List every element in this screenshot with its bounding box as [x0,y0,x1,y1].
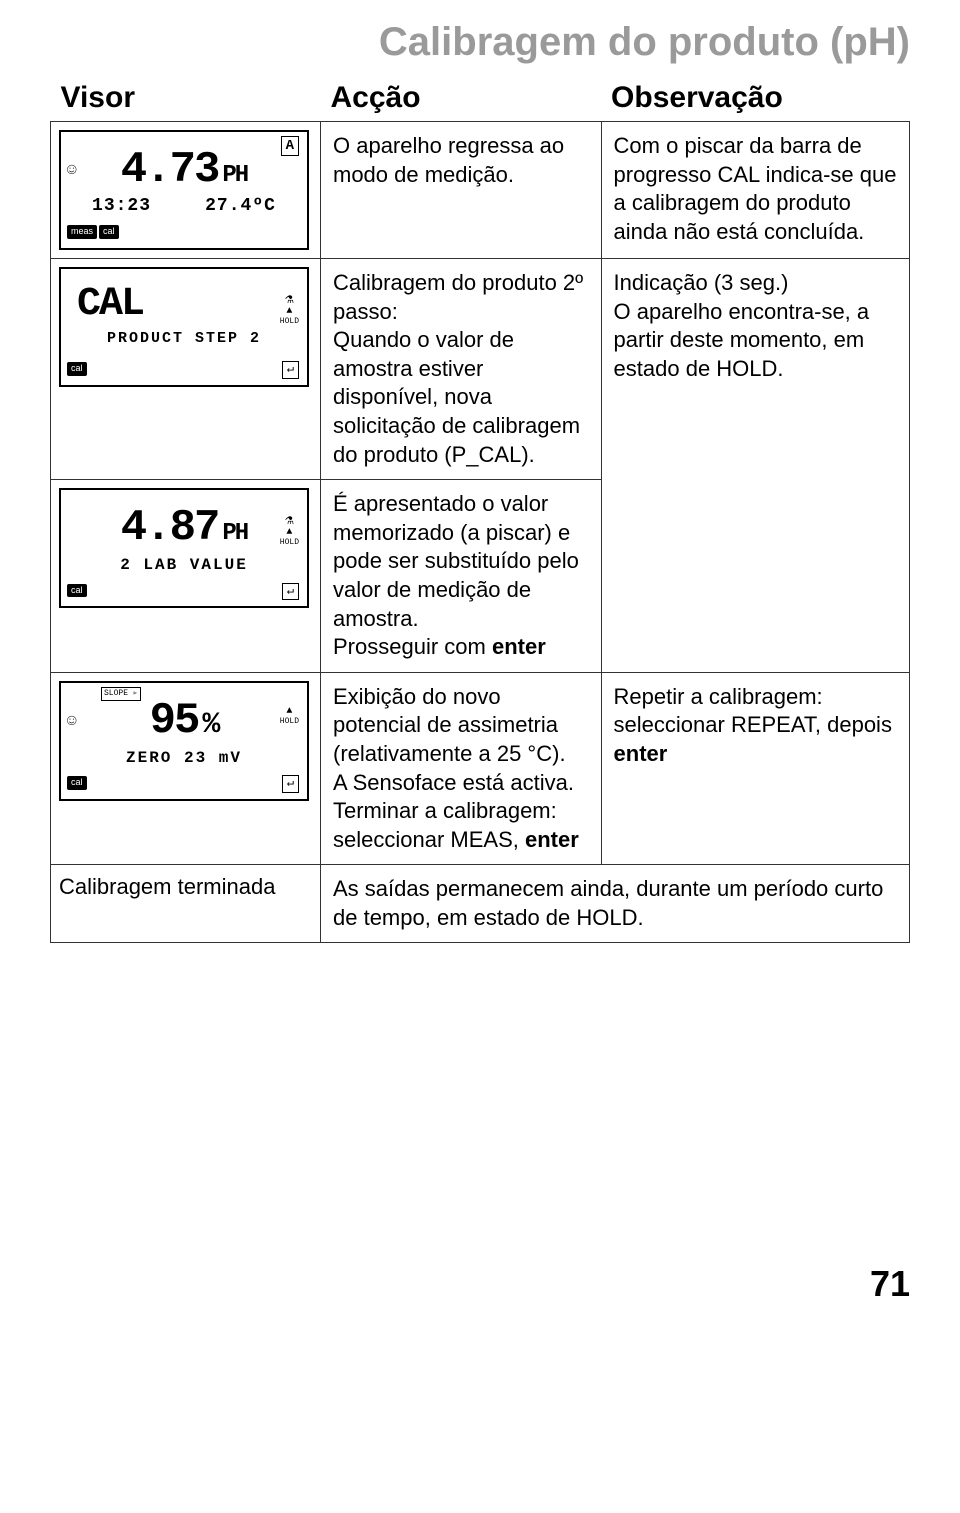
lcd-temp: 27.4ºC [205,195,276,218]
lcd-unit: PH [222,160,247,191]
header-visor: Visor [51,75,321,122]
enter-icon-4: ↵ [282,775,299,793]
calibration-table: Visor Acção Observação A ☺ 4.73PH 13:232… [50,75,910,943]
lcd-value: 4.73 [121,142,219,199]
visor-cell-1: A ☺ 4.73PH 13:2327.4ºC meascal [51,122,321,259]
slope-icon: SLOPE ▹ [101,687,141,701]
lcd-unit-4: % [202,706,218,745]
page-title: Calibragem do produto (pH) [50,20,910,65]
accao-cell-3: É apresentado o valor memorizado (a pisc… [321,480,602,673]
accao-bold-3: enter [492,634,546,659]
accao-bold-4: enter [525,827,579,852]
smiley-icon: ☺ [67,160,77,181]
page-number: 71 [50,1263,910,1305]
obs-cell-1: Com o piscar da barra de progresso CAL i… [601,122,909,259]
obs-text-2: Indicação (3 seg.) O aparelho encontra-s… [614,270,870,381]
lcd-display-1: A ☺ 4.73PH 13:2327.4ºC meascal [59,130,309,250]
accao-cell-1: O aparelho regressa ao modo de medição. [321,122,602,259]
badge-cal: cal [99,225,119,239]
badge-cal-3: cal [67,584,87,598]
visor-cell-3: ⚗▲HOLD 4.87PH 2 LAB VALUE cal ↵ [51,480,321,673]
lcd-display-3: ⚗▲HOLD 4.87PH 2 LAB VALUE cal ↵ [59,488,309,608]
lcd-value-3: 4.87 [121,500,219,557]
badge-cal-4: cal [67,776,87,790]
obs-cell-2: Indicação (3 seg.) O aparelho encontra-s… [601,259,909,673]
lcd-sub-4: ZERO 23 mV [65,748,303,769]
hold-icon: ⚗▲HOLD [280,293,299,327]
header-accao: Acção [321,75,602,122]
hold-icon-4: ▲HOLD [280,707,299,727]
accao-cell-4: Exibição do novo potencial de assimetria… [321,672,602,865]
accao-cell-2: Calibragem do produto 2º passo: Quando o… [321,259,602,480]
accao-cell-5: As saídas permanecem ainda, durante um p… [321,865,910,943]
lcd-mode-a: A [281,136,299,156]
badge-cal-2: cal [67,362,87,376]
smiley-icon-4: ☺ [67,711,77,732]
obs-bold-4: enter [614,741,668,766]
visor-cell-2: ⚗▲HOLD CAL PRODUCT STEP 2 cal ↵ [51,259,321,480]
hold-icon-3: ⚗▲HOLD [280,514,299,548]
lcd-unit-3: PH [222,518,247,549]
lcd-sub-2: PRODUCT STEP 2 [65,329,303,349]
lcd-display-4: SLOPE ▹ ▲HOLD ☺ 95% ZERO 23 mV cal ↵ [59,681,309,801]
lcd-cal-text: CAL [77,279,143,331]
enter-icon-3: ↵ [282,583,299,601]
visor-cell-5: Calibragem terminada [51,865,321,943]
lcd-display-2: ⚗▲HOLD CAL PRODUCT STEP 2 cal ↵ [59,267,309,387]
enter-icon: ↵ [282,361,299,379]
lcd-value-4: 95 [150,693,199,750]
obs-cell-4: Repetir a calibragem: seleccionar REPEAT… [601,672,909,865]
badge-meas: meas [67,225,97,239]
obs-text-4: Repetir a calibragem: seleccionar REPEAT… [614,684,892,738]
visor-cell-4: SLOPE ▹ ▲HOLD ☺ 95% ZERO 23 mV cal ↵ [51,672,321,865]
lcd-sub-3: 2 LAB VALUE [65,555,303,576]
header-observacao: Observação [601,75,909,122]
